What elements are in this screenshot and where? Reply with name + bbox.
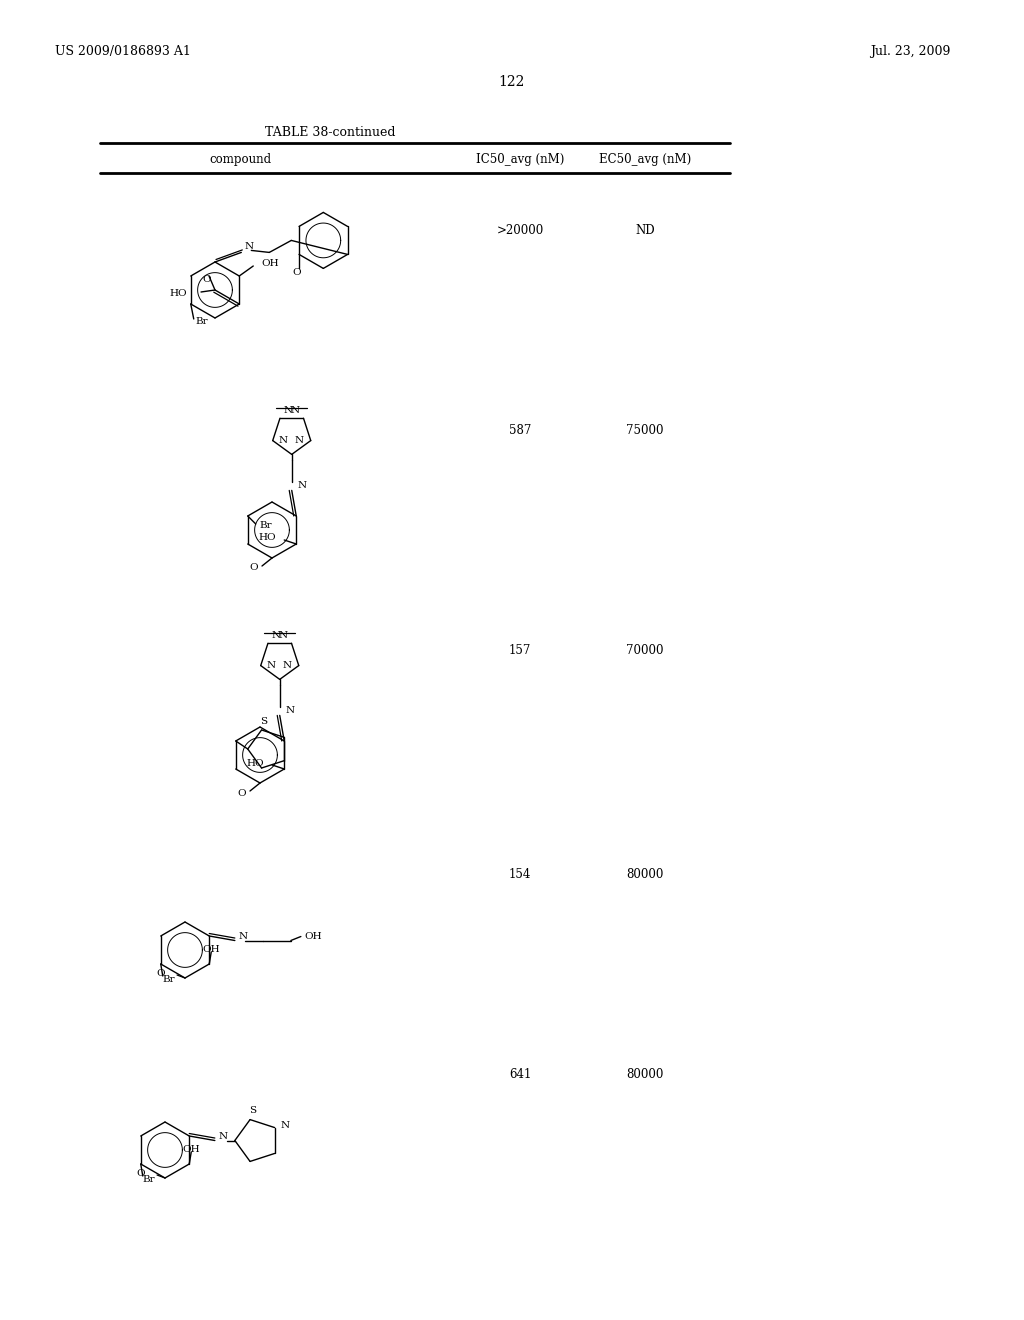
Text: O: O [293, 268, 301, 277]
Text: 70000: 70000 [627, 644, 664, 656]
Text: N: N [218, 1133, 227, 1140]
Text: TABLE 38-continued: TABLE 38-continued [265, 125, 395, 139]
Text: O: O [157, 969, 165, 978]
Text: 80000: 80000 [627, 869, 664, 882]
Text: N: N [284, 405, 293, 414]
Text: N: N [291, 405, 300, 414]
Text: 157: 157 [509, 644, 531, 656]
Text: S: S [249, 1106, 256, 1115]
Text: Jul. 23, 2009: Jul. 23, 2009 [870, 45, 950, 58]
Text: 154: 154 [509, 869, 531, 882]
Text: N: N [279, 631, 288, 640]
Text: Br: Br [260, 521, 272, 531]
Text: N: N [245, 242, 254, 251]
Text: 80000: 80000 [627, 1068, 664, 1081]
Text: Br: Br [142, 1176, 156, 1184]
Text: N: N [239, 932, 248, 941]
Text: N: N [266, 661, 275, 671]
Text: Br: Br [163, 975, 175, 985]
Text: compound: compound [209, 153, 271, 166]
Text: ND: ND [635, 223, 654, 236]
Text: O: O [238, 788, 247, 797]
Text: Br: Br [196, 318, 208, 326]
Text: O: O [250, 564, 258, 573]
Text: IC50_avg (nM): IC50_avg (nM) [476, 153, 564, 166]
Text: N: N [297, 480, 306, 490]
Text: HO: HO [247, 759, 264, 767]
Text: OH: OH [203, 945, 220, 954]
Text: N: N [271, 631, 281, 640]
Text: S: S [260, 717, 267, 726]
Text: 641: 641 [509, 1068, 531, 1081]
Text: OH: OH [182, 1146, 200, 1155]
Text: US 2009/0186893 A1: US 2009/0186893 A1 [55, 45, 190, 58]
Text: 587: 587 [509, 424, 531, 437]
Text: N: N [283, 661, 291, 671]
Text: EC50_avg (nM): EC50_avg (nM) [599, 153, 691, 166]
Text: 75000: 75000 [627, 424, 664, 437]
Text: >20000: >20000 [497, 223, 544, 236]
Text: 122: 122 [499, 75, 525, 88]
Text: HO: HO [259, 533, 276, 543]
Text: O: O [203, 276, 211, 285]
Text: N: N [294, 436, 303, 445]
Text: OH: OH [261, 260, 279, 268]
Text: OH: OH [305, 932, 323, 941]
Text: HO: HO [169, 289, 187, 298]
Text: N: N [285, 706, 294, 715]
Text: N: N [281, 1121, 289, 1130]
Text: N: N [279, 436, 288, 445]
Text: O: O [136, 1168, 145, 1177]
